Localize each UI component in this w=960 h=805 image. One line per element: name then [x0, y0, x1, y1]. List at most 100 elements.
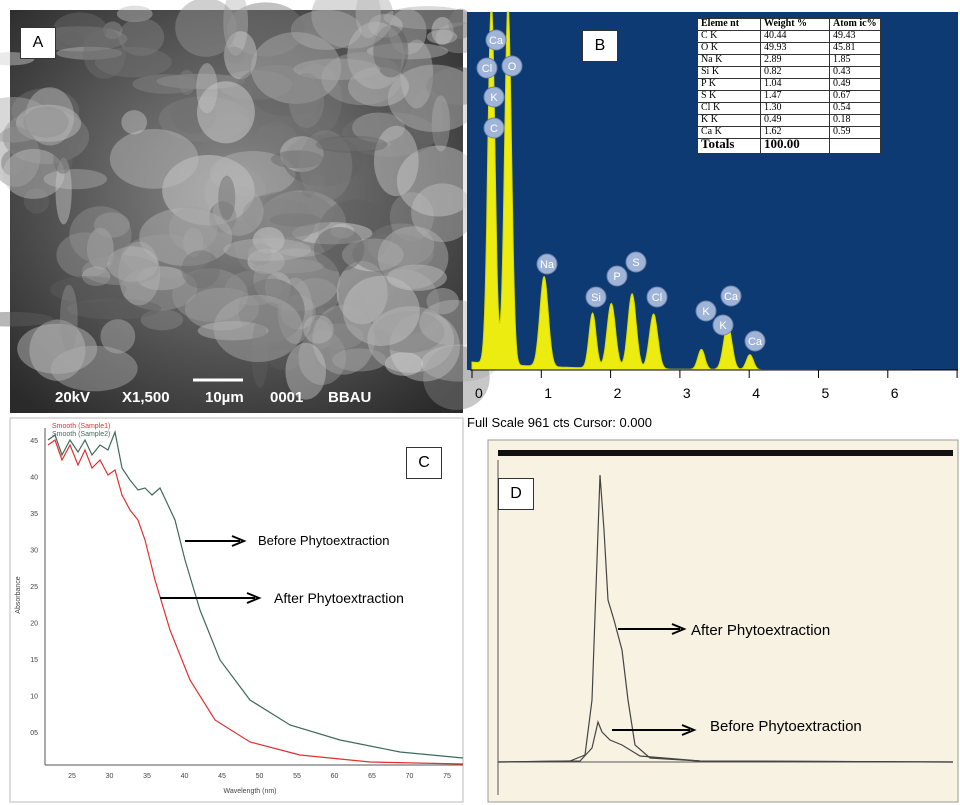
sem-texture	[214, 295, 303, 362]
legend-text: Smooth (Sample1)	[52, 423, 110, 430]
x-tick-label: 45	[218, 773, 226, 780]
table-cell: Eleme nt	[698, 19, 761, 31]
peak-label: K	[702, 306, 710, 318]
table-cell: 0.18	[830, 115, 881, 127]
table-cell: Cl K	[698, 103, 761, 115]
x-tick-label: 25	[68, 773, 76, 780]
sem-texture	[169, 207, 218, 252]
peak-label: Si	[591, 292, 601, 304]
panel-label: A	[20, 27, 56, 59]
sem-texture	[121, 110, 147, 134]
table-cell: Si K	[698, 67, 761, 79]
uv-panel	[10, 418, 463, 802]
y-tick-label: 20	[30, 621, 38, 628]
sem-texture	[51, 346, 138, 392]
element-table: Eleme ntWeight %Atom ic%C K40.4449.43O K…	[697, 18, 881, 154]
sem-texture	[270, 213, 321, 226]
table-cell: 40.44	[761, 31, 830, 43]
x-tick-label: 2	[614, 385, 622, 401]
table-cell: 49.43	[830, 31, 881, 43]
annotation: After Phytoextraction	[274, 590, 404, 606]
sem-texture	[175, 0, 236, 57]
scale-bar-text: BBAU	[328, 389, 371, 406]
x-tick-label: 4	[752, 385, 760, 401]
x-axis-title: Wavelength (nm)	[223, 788, 276, 795]
sem-texture	[69, 206, 131, 263]
table-cell: P K	[698, 79, 761, 91]
peak-label: Ca	[489, 35, 504, 47]
x-tick-label: 1	[544, 385, 552, 401]
table-cell: 0.59	[830, 127, 881, 139]
sem-texture	[53, 12, 107, 47]
annotation: Before Phytoextraction	[710, 718, 862, 735]
sem-texture	[181, 250, 220, 288]
table-cell: Weight %	[761, 19, 830, 31]
y-tick-label: 25	[30, 584, 38, 591]
peak-label: Ca	[748, 336, 763, 348]
table-cell: Atom ic%	[830, 19, 881, 31]
table-cell: 0.67	[830, 91, 881, 103]
sem-texture	[378, 226, 449, 288]
y-tick-label: 10	[30, 694, 38, 701]
table-row: C K40.4449.43	[698, 31, 881, 43]
hplc-header-bar	[498, 450, 953, 456]
table-row: Eleme ntWeight %Atom ic%	[698, 19, 881, 31]
x-tick-label: 50	[256, 773, 264, 780]
y-tick-label: 35	[30, 511, 38, 518]
scale-bar-text: X1,500	[122, 389, 170, 406]
table-cell: 45.81	[830, 43, 881, 55]
scale-bar-text: 20kV	[55, 389, 90, 406]
table-cell: 0.49	[830, 79, 881, 91]
x-tick-label: 55	[293, 773, 301, 780]
sem-texture	[303, 315, 333, 344]
table-row: Na K2.891.85	[698, 55, 881, 67]
sem-texture	[289, 73, 325, 128]
y-tick-label: 15	[30, 657, 38, 664]
x-tick-label: 30	[106, 773, 114, 780]
table-cell: S K	[698, 91, 761, 103]
eds-caption: Full Scale 961 cts Cursor: 0.000	[467, 415, 652, 430]
table-cell: 0.82	[761, 67, 830, 79]
sem-texture	[374, 126, 419, 196]
scale-bar-text: 0001	[270, 389, 303, 406]
table-cell: 100.00	[761, 139, 830, 154]
table-cell: 0.54	[830, 103, 881, 115]
x-tick-label: 60	[331, 773, 339, 780]
sem-texture	[223, 238, 311, 261]
peak-label: Cl	[482, 63, 492, 75]
sem-texture	[316, 136, 388, 153]
x-tick-label: 70	[406, 773, 414, 780]
sem-texture	[179, 70, 196, 95]
sem-texture	[60, 285, 78, 352]
annotation: Before Phytoextraction	[258, 533, 390, 548]
peak-label: C	[490, 123, 498, 135]
x-tick-label: 35	[143, 773, 151, 780]
sem-texture	[218, 176, 235, 221]
table-cell: 2.89	[761, 55, 830, 67]
table-cell: Totals	[698, 139, 761, 154]
peak-label: Ca	[724, 291, 739, 303]
table-cell: C K	[698, 31, 761, 43]
peak-label: O	[508, 61, 517, 73]
x-tick-label: 0	[475, 385, 483, 401]
y-tick-label: 40	[30, 475, 38, 482]
annotation: After Phytoextraction	[691, 622, 830, 639]
table-cell: 49.93	[761, 43, 830, 55]
panel-label: C	[406, 447, 442, 479]
table-cell: 1.47	[761, 91, 830, 103]
panel-label: D	[498, 478, 534, 510]
table-cell: 1.30	[761, 103, 830, 115]
x-tick-label: 65	[368, 773, 376, 780]
panel-label: B	[582, 30, 618, 62]
table-cell: O K	[698, 43, 761, 55]
x-tick-label: 6	[891, 385, 899, 401]
peak-label: Cl	[652, 292, 662, 304]
peak-label: Na	[540, 259, 555, 271]
table-cell: Na K	[698, 55, 761, 67]
table-row: Si K0.820.43	[698, 67, 881, 79]
table-cell	[830, 139, 881, 154]
sem-texture	[388, 65, 481, 132]
peak-label: K	[719, 320, 727, 332]
y-tick-label: 30	[30, 548, 38, 555]
